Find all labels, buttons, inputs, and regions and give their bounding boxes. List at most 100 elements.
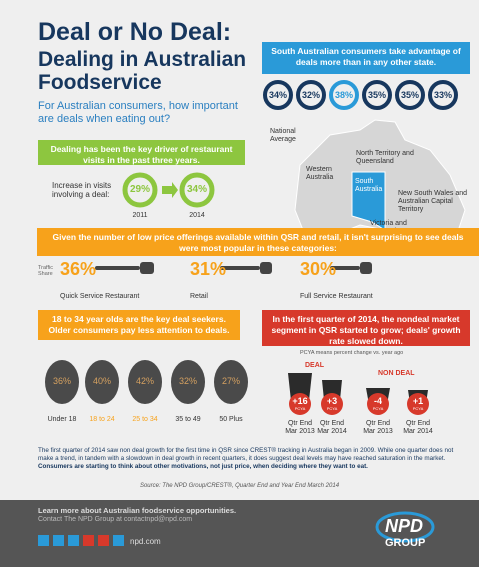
social-icons[interactable] (38, 535, 124, 546)
age-value: 36% (52, 376, 71, 386)
growth-period: Qtr End Mar 2014 (403, 420, 433, 435)
fork (140, 262, 154, 274)
age-value: 40% (92, 376, 111, 386)
growth-value: +1 (412, 396, 424, 406)
pinterest[interactable] (98, 535, 109, 546)
fork (330, 266, 360, 270)
ring (263, 80, 293, 110)
age-value: 42% (135, 376, 154, 386)
footer-learn: Learn more about Australian foodservice … (38, 506, 237, 515)
ring (362, 80, 392, 110)
email[interactable] (113, 535, 124, 546)
state-label: National Average (270, 128, 296, 143)
nondeal-label: NON DEAL (378, 370, 415, 377)
ring (329, 80, 359, 110)
state-rings (263, 80, 458, 110)
age-value: 32% (178, 376, 197, 386)
state-label: New South Wales and Australian Capital T… (398, 190, 467, 213)
title-line2: Dealing in Australian Foodservice (38, 48, 247, 94)
visits-label: Increase in visits involving a deal: (52, 181, 112, 199)
growth-unit: PCYA (294, 406, 306, 411)
ring (296, 80, 326, 110)
state-label: Western Australia (306, 166, 334, 181)
title: Deal or No Deal: (38, 18, 232, 46)
growth-unit: PCYA (412, 406, 424, 411)
category-name: Retail (190, 293, 208, 300)
growth-period: Qtr End Mar 2014 (317, 420, 347, 435)
visits-year: 2014 (189, 212, 205, 219)
fork (220, 266, 260, 270)
share-label: Traffic Share (38, 265, 53, 277)
youtube[interactable] (83, 535, 94, 546)
category-value: 31% (190, 259, 227, 279)
fork (260, 262, 272, 274)
ring (428, 80, 458, 110)
body-bold: Consumers are starting to think about ot… (38, 463, 368, 470)
body: The first quarter of 2014 saw non deal g… (38, 447, 454, 462)
growth-period: Qtr End Mar 2013 (363, 420, 393, 435)
badge (321, 393, 343, 415)
footer-contact[interactable]: Contact The NPD Group at contactnpd@npd.… (38, 516, 193, 523)
state-value: 38% (334, 90, 353, 100)
age-group: 35 to 49 (175, 416, 201, 423)
growth-note: PCYA means percent change vs. year ago (300, 350, 404, 356)
subtitle: For Australian consumers, how important … (38, 100, 238, 125)
footer-site[interactable]: npd.com (130, 537, 161, 546)
logo: NPD (385, 516, 424, 536)
linkedin[interactable] (68, 535, 79, 546)
badge (407, 393, 429, 415)
ring-2011 (122, 172, 158, 208)
ages-heading: 18 to 34 year olds are the key deal seek… (38, 310, 240, 340)
visits-value: 29% (129, 184, 150, 195)
age-group: Under 18 (47, 416, 77, 423)
twitter[interactable] (38, 535, 49, 546)
state-value: 35% (367, 90, 386, 100)
growth-value: +3 (326, 396, 338, 406)
head (214, 360, 248, 404)
facebook[interactable] (53, 535, 64, 546)
ring (395, 80, 425, 110)
age-group: 18 to 24 (89, 416, 115, 423)
states-heading: South Australian consumers take advantag… (262, 42, 470, 74)
categories-heading: Given the number of low price offerings … (37, 228, 479, 256)
source: Source: The NPD Group/CREST®, Quarter En… (139, 483, 340, 489)
state-value: 33% (433, 90, 452, 100)
category-name: Quick Service Restaurant (60, 293, 140, 300)
age-group: 25 to 34 (132, 416, 158, 423)
category-value: 30% (300, 259, 337, 279)
footer-bg (0, 500, 479, 567)
head (45, 360, 79, 404)
age-group: 50 Plus (219, 416, 243, 423)
deal-label: DEAL (305, 362, 325, 369)
state-value: 32% (301, 90, 320, 100)
fork (95, 266, 140, 270)
state-value: 35% (400, 90, 419, 100)
growth-value: -4 (373, 396, 382, 406)
growth-heading: In the first quarter of 2014, the nondea… (262, 310, 470, 346)
pcya-badges (289, 393, 429, 415)
category-name: Full Service Restaurant (300, 293, 373, 300)
category-value: 36% (60, 259, 97, 279)
visits-year: 2011 (132, 212, 148, 219)
logo-swoosh (375, 511, 435, 543)
state-label: South Australia (355, 178, 383, 193)
head (171, 360, 205, 404)
age-value: 27% (221, 376, 240, 386)
badge (367, 393, 389, 415)
forks (95, 262, 372, 274)
visits-value: 34% (186, 184, 207, 195)
state-value: 34% (268, 90, 287, 100)
head (128, 360, 162, 404)
growth-unit: PCYA (326, 406, 338, 411)
heads (45, 360, 248, 404)
logo-group: GROUP (385, 537, 426, 549)
ring-2014 (179, 172, 215, 208)
growth-unit: PCYA (372, 406, 384, 411)
map-south-australia (351, 171, 386, 231)
fork (360, 262, 372, 274)
body-text: The first quarter of 2014 saw non deal g… (38, 447, 458, 471)
visits-heading: Dealing has been the key driver of resta… (38, 140, 245, 165)
state-label: North Territory and Queensland (356, 150, 414, 165)
